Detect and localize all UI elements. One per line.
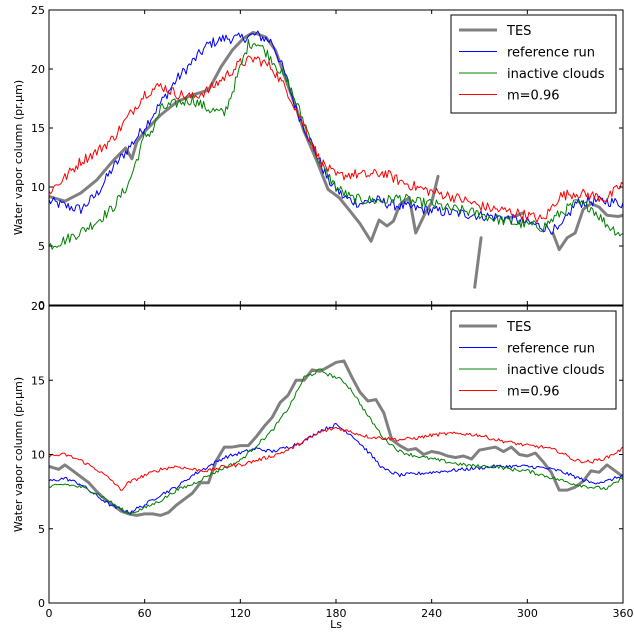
y-tick-label-0-5: 5 [38, 240, 45, 253]
x-axis-label: Ls [330, 618, 342, 631]
legend-label-0-2: inactive clouds [507, 67, 605, 82]
x-tick-label-240: 240 [421, 607, 442, 620]
series-line-tes-0-0 [49, 30, 440, 243]
legend-label-1-3: m=0.96 [507, 385, 560, 400]
series-group-1 [49, 359, 623, 517]
y-tick-label-1-5: 5 [38, 523, 45, 536]
top-panel: 0 5 10 15 20 25 Water vapor column (pr.μm) TES r… [12, 4, 624, 312]
x-tick-label-0: 0 [46, 607, 53, 620]
series-line-inactive-clouds-0-0 [49, 39, 623, 250]
series-line-m-0-96-1-0 [49, 426, 623, 491]
series-line-tes-1-0 [49, 359, 623, 517]
x-tick-label-300: 300 [517, 607, 538, 620]
y-axis-label-1: Water vapor column (pr.μm) [12, 377, 25, 532]
y-axis-label-0: Water vapor column (pr.μm) [12, 80, 25, 235]
legend-label-0-0: TES [506, 24, 531, 39]
series-group-0 [49, 30, 623, 289]
legend-label-0-1: reference run [507, 46, 595, 61]
legend-label-1-2: inactive clouds [507, 363, 605, 378]
legend-1: TES reference run inactive clouds m=0.96 [450, 310, 617, 410]
legend-label-1-1: reference run [507, 342, 595, 357]
y-tick-label-0-0: 0 [38, 299, 45, 312]
legend-0: TES reference run inactive clouds m=0.96 [450, 14, 617, 114]
x-tick-label-60: 60 [138, 607, 152, 620]
y-tick-label-0-25: 25 [31, 4, 45, 17]
y-tick-label-0-20: 20 [31, 63, 45, 76]
x-tick-label-120: 120 [230, 607, 251, 620]
x-tick-label-360: 360 [613, 607, 634, 620]
y-tick-label-1-10: 10 [31, 449, 45, 462]
legend-label-0-3: m=0.96 [507, 89, 560, 104]
bottom-panel: 0 60 120 180 240 300 360 0 5 10 15 20 Water vapor co… [12, 300, 634, 620]
series-line-tes-0-1 [473, 236, 483, 289]
y-tick-label-0-15: 15 [31, 122, 45, 135]
series-line-m-0-96-0-0 [49, 55, 623, 223]
series-line-inactive-clouds-1-0 [49, 368, 623, 516]
legend-label-1-0: TES [506, 320, 531, 335]
x-tick-label-180: 180 [326, 607, 347, 620]
series-line-reference-run-1-0 [49, 422, 623, 514]
y-tick-label-0-10: 10 [31, 181, 45, 194]
y-tick-label-1-0: 0 [38, 597, 45, 610]
y-tick-label-1-15: 15 [31, 374, 45, 387]
y-tick-label-1-20: 20 [31, 300, 45, 313]
